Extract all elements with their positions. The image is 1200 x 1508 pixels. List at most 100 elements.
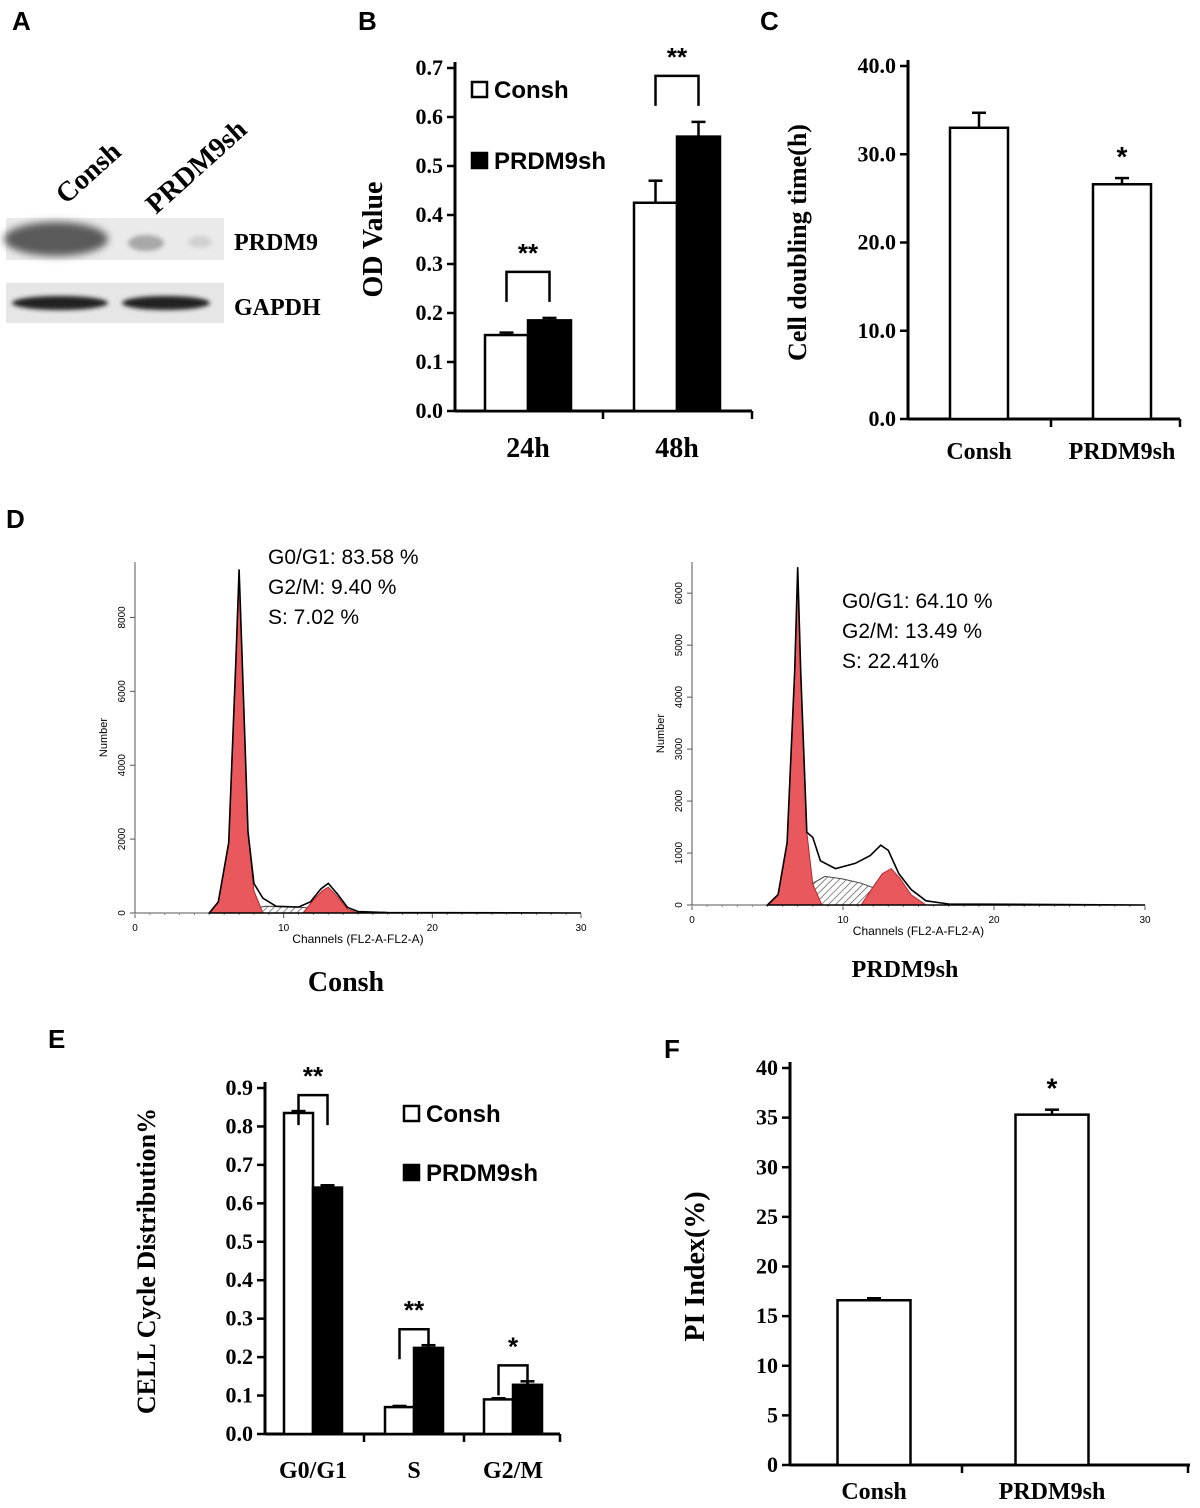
y-tick-label: 0.2: [226, 1344, 254, 1369]
bar-48h-prdm9sh: [675, 135, 722, 413]
y-tick-label: 0.1: [416, 349, 444, 374]
legend-swatch: [402, 1163, 421, 1182]
y-tick-label: 15: [756, 1303, 778, 1328]
bar-g2m-consh: [482, 1398, 515, 1436]
bar-prdm9sh-value: [1014, 1113, 1090, 1467]
y-tick-label: 2000: [674, 790, 685, 813]
legend-swatch: [470, 80, 489, 99]
histogram-envelope: [207, 569, 582, 914]
y-tick-label: 0.3: [416, 251, 444, 276]
bar-consh-value: [948, 126, 1010, 421]
y-tick-label: 5000: [674, 634, 685, 657]
x-tick-label: 0: [132, 923, 138, 934]
y-axis-label: OD Value: [358, 182, 389, 298]
y-tick-label: 10.0: [858, 318, 897, 343]
x-category-label: 48h: [655, 433, 699, 464]
x-axis-label: Channels (FL2-A-FL2-A): [292, 932, 423, 946]
significance-bracket: [297, 1093, 329, 1126]
y-tick-label: 0.8: [226, 1113, 254, 1138]
x-tick-label: 20: [427, 923, 439, 934]
phase-annotation: G2/M: 9.40 %: [268, 576, 396, 599]
y-tick-label: 8000: [117, 606, 128, 629]
x-category-label: PRDM9sh: [1069, 439, 1176, 465]
y-tick-label: 0.4: [226, 1267, 254, 1292]
panel-letter-d: D: [6, 504, 25, 534]
bar-g0g1-consh: [282, 1111, 315, 1436]
bar-24h-consh: [483, 333, 530, 413]
g0-g1-peak: [208, 569, 264, 914]
y-tick-label: 40: [756, 1055, 778, 1080]
significance-stars: *: [508, 1331, 519, 1361]
phase-annotation: G2/M: 13.49 %: [842, 620, 982, 643]
legend-label: PRDM9sh: [494, 148, 606, 175]
panel-letter-c: C: [760, 6, 779, 36]
y-tick-label: 3000: [674, 738, 685, 761]
phase-annotation: G0/G1: 83.58 %: [268, 546, 419, 569]
legend-label: PRDM9sh: [426, 1160, 538, 1187]
bar-24h-prdm9sh: [526, 319, 573, 413]
y-tick-label: 0.6: [226, 1190, 254, 1215]
y-tick-label: 0.6: [416, 104, 444, 129]
y-axis-label: Number: [98, 718, 110, 757]
y-tick-label: 35: [756, 1105, 778, 1130]
blot-band-prdm9-prdm9sh-faint: [188, 236, 212, 248]
panel-letter-f: F: [664, 1034, 680, 1064]
legend-swatch: [402, 1104, 421, 1123]
y-axis-label: PI Index(%): [680, 1191, 711, 1341]
y-tick-label: 0.1: [226, 1383, 254, 1408]
panel-letter-b: B: [358, 6, 377, 36]
x-category-label: G2/M: [483, 1458, 543, 1484]
y-tick-label: 6000: [117, 680, 128, 703]
y-tick-label: 0: [117, 910, 128, 916]
y-tick-label: 5: [767, 1402, 778, 1427]
y-tick-label: 0.5: [226, 1229, 254, 1254]
legend-label: Consh: [426, 1101, 501, 1128]
blot-band-prdm9-consh: [4, 222, 108, 256]
y-tick-label: 0.0: [416, 398, 444, 423]
x-category-label: G0/G1: [279, 1458, 347, 1484]
y-tick-label: 4000: [117, 754, 128, 777]
chart-b: 0.0 0.1 0.2 0.3 0.4 0.5 0.6 0.7 OD Value 24h ** 48h…: [358, 42, 754, 464]
western-blot: Consh PRDM9sh PRDM9 GAPDH: [4, 114, 321, 323]
y-tick-label: 0.2: [416, 300, 444, 325]
y-tick-label: 0.3: [226, 1306, 254, 1331]
chart-e: 0.0 0.1 0.2 0.3 0.4 0.5 0.6 0.7 0.8 0.9 CELL Cycle…: [132, 1061, 562, 1484]
y-tick-label: 0.4: [416, 202, 444, 227]
bar-prdm9sh-value: [1091, 183, 1153, 421]
y-tick-label: 1000: [674, 841, 685, 864]
blot-band-gapdh-consh: [12, 296, 108, 310]
x-category-label: PRDM9sh: [999, 1479, 1106, 1503]
legend-label: Consh: [494, 77, 569, 104]
significance-stars: **: [303, 1061, 324, 1091]
blot-band-gapdh-prdm9sh: [122, 296, 210, 310]
phase-annotation: S: 7.02 %: [268, 606, 359, 629]
significance-stars: **: [404, 1295, 425, 1325]
x-category-label: Consh: [841, 1479, 906, 1503]
chart-c: 0.0 10.0 20.0 30.0 40.0 Cell doubling time(h)…: [783, 53, 1182, 465]
x-category-label: 24h: [506, 433, 550, 464]
chart-d-consh: 0 2000 4000 6000 8000 0 10 20 30 Channels (FL2-A-…: [98, 546, 587, 998]
y-tick-label: 0.9: [226, 1075, 254, 1100]
x-tick-label: 10: [837, 915, 849, 926]
g2-m-peak: [860, 867, 928, 906]
significance-star: *: [1047, 1073, 1058, 1104]
histogram-envelope: [765, 567, 1146, 906]
y-tick-label: 0: [767, 1452, 778, 1477]
y-tick-label: 0: [674, 902, 685, 908]
y-tick-label: 25: [756, 1204, 778, 1229]
y-tick-label: 30.0: [858, 141, 897, 166]
y-axis-label: CELL Cycle Distribution%: [132, 1108, 161, 1414]
y-tick-label: 30: [756, 1154, 778, 1179]
y-tick-label: 20: [756, 1254, 778, 1279]
g0-g1-peak: [766, 567, 823, 906]
x-category-label: Consh: [946, 439, 1011, 465]
histogram-title: PRDM9sh: [852, 957, 959, 983]
significance-star: *: [1117, 141, 1128, 172]
chart-d-prdm9sh: 0 1000 2000 3000 4000 5000 6000 0 10 20 30 Channels…: [655, 562, 1151, 983]
blot-band-label-prdm9: PRDM9: [234, 230, 318, 256]
y-tick-label: 0.0: [226, 1421, 254, 1446]
y-tick-label: 0.7: [226, 1152, 254, 1177]
chart-f: 0 5 10 15 20 25 30 35 40 PI Index(%) Consh PRDM9sh *: [680, 1055, 1190, 1505]
